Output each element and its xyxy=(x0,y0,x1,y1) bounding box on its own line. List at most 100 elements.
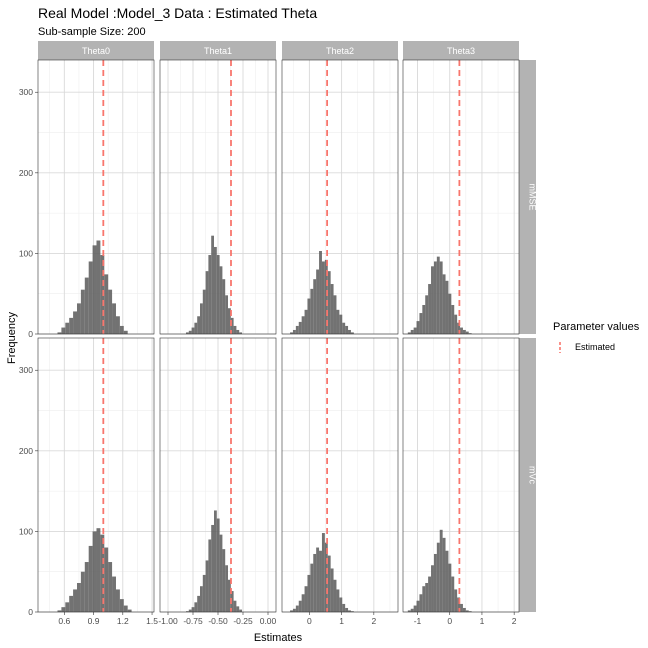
histogram-bar xyxy=(119,599,124,612)
histogram-bar xyxy=(407,332,411,334)
histogram-bar xyxy=(451,304,455,334)
histogram-bar xyxy=(342,603,346,612)
histogram-bar xyxy=(214,246,217,334)
histogram-bar xyxy=(108,289,113,334)
histogram-bar xyxy=(228,308,231,334)
histogram-bar xyxy=(69,317,74,334)
x-tick-label: 1 xyxy=(339,616,344,626)
histogram-bar xyxy=(439,261,443,334)
panel-border xyxy=(37,337,155,613)
histogram-bar xyxy=(457,597,461,612)
histogram-bar xyxy=(425,295,429,334)
histogram-bar xyxy=(316,547,320,612)
y-axis-title: Frequency xyxy=(6,312,18,364)
histogram-bar xyxy=(345,607,349,612)
histogram-bar xyxy=(298,600,302,612)
histogram-bar xyxy=(422,304,426,334)
histogram-bar xyxy=(333,579,337,612)
histogram-bar xyxy=(413,327,417,334)
histogram-bar xyxy=(465,331,469,334)
y-tick-label: 300 xyxy=(19,87,33,97)
histogram-bar xyxy=(295,325,299,334)
histogram-bar xyxy=(468,611,472,612)
x-tick-label: 0.9 xyxy=(88,616,100,626)
histogram-bar xyxy=(327,271,331,334)
histogram-bar xyxy=(219,534,223,612)
histogram-bar xyxy=(236,606,240,612)
histogram-bar xyxy=(321,533,325,612)
histogram-bar xyxy=(436,256,440,334)
histogram-bar xyxy=(304,309,308,334)
y-tick-label: 200 xyxy=(19,168,33,178)
panels-layer: Theta0 Theta1 Theta2 Theta3mMSEmVc010020030… xyxy=(19,41,538,626)
histogram-bar xyxy=(301,594,305,612)
histogram-bar xyxy=(211,524,214,612)
histogram-bar xyxy=(307,574,311,612)
histogram-bar xyxy=(225,565,228,612)
x-tick-label: 1 xyxy=(480,616,485,626)
histogram-bar xyxy=(88,261,93,334)
histogram-bar xyxy=(214,510,217,612)
histogram-bar xyxy=(445,550,449,612)
x-tick-label: 0.00 xyxy=(260,616,277,626)
histogram-bar xyxy=(436,542,440,612)
histogram-bar xyxy=(108,562,113,612)
histogram-bar xyxy=(197,595,200,612)
histogram-bar xyxy=(419,313,423,334)
histogram-bar xyxy=(73,589,77,612)
histogram-bar xyxy=(202,289,206,334)
histogram-bar xyxy=(230,591,234,612)
histogram-bar xyxy=(80,289,85,334)
histogram-bar xyxy=(222,279,226,334)
histogram-bar xyxy=(197,316,200,334)
y-tick-label: 300 xyxy=(19,365,33,375)
histogram-bar xyxy=(69,595,74,612)
histogram-bar xyxy=(310,288,314,334)
histogram-bar xyxy=(410,329,414,334)
histogram-bar xyxy=(123,605,128,612)
column-strip-theta1 xyxy=(160,41,276,60)
histogram-bar xyxy=(451,576,455,612)
histogram-bar xyxy=(202,574,206,612)
histogram-bar xyxy=(298,321,302,334)
histogram-bar xyxy=(460,327,463,334)
x-axis-title: Estimates xyxy=(254,632,303,644)
y-tick-label: 100 xyxy=(19,248,33,258)
histogram-bar xyxy=(191,327,195,334)
x-tick-label: 1.5 xyxy=(146,616,158,626)
histogram-bar xyxy=(330,284,334,334)
x-tick-label: 2 xyxy=(371,616,376,626)
row-strip-label: mVc xyxy=(528,466,538,485)
histogram-bar xyxy=(350,332,354,334)
histogram-bar xyxy=(100,255,105,334)
histogram-bar xyxy=(186,332,189,334)
panel-mvc-theta0 xyxy=(37,337,155,613)
histogram-bar xyxy=(222,549,226,612)
histogram-bar xyxy=(73,311,77,334)
y-tick-label: 100 xyxy=(19,526,33,536)
histogram-bar xyxy=(419,594,423,612)
histogram-bar xyxy=(216,255,220,334)
histogram-bar xyxy=(442,537,446,612)
histogram-bar xyxy=(336,589,340,612)
x-tick-label: 2 xyxy=(512,616,517,626)
panel-border xyxy=(281,59,399,335)
histogram-bar xyxy=(433,261,437,334)
histogram-bar xyxy=(290,332,293,334)
histogram-bar xyxy=(188,330,192,334)
histogram-bar xyxy=(104,547,109,612)
histogram-bar xyxy=(348,610,351,612)
histogram-bar xyxy=(233,600,237,612)
histogram-bar xyxy=(448,293,452,334)
histogram-bar xyxy=(454,589,458,612)
panel-border xyxy=(159,59,277,335)
panel-border xyxy=(37,59,155,335)
histogram-bar xyxy=(127,609,132,612)
histogram-bar xyxy=(123,330,128,334)
histogram-bar xyxy=(186,611,189,612)
histogram-bar xyxy=(316,269,320,334)
x-tick-label: 0 xyxy=(307,616,312,626)
histogram-bar xyxy=(307,298,311,334)
histogram-bar xyxy=(327,555,331,612)
